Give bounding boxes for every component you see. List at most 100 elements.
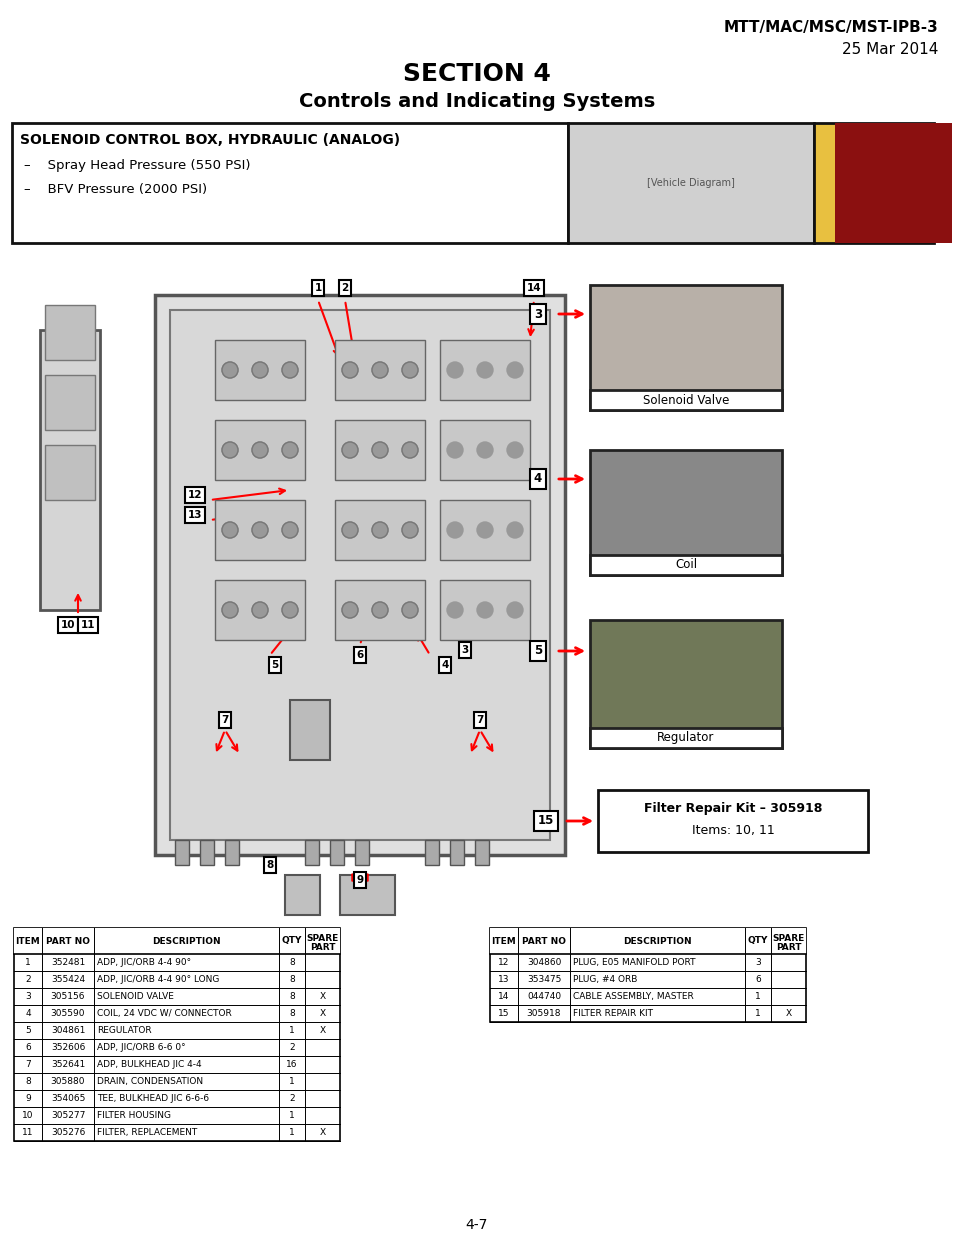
Bar xyxy=(567,124,813,243)
Text: 4: 4 xyxy=(25,1009,30,1018)
Text: Regulator: Regulator xyxy=(657,731,714,745)
Circle shape xyxy=(476,362,493,378)
Circle shape xyxy=(341,522,357,538)
Text: 11: 11 xyxy=(22,1128,33,1137)
Text: ADP, JIC/ORB 4-4 90° LONG: ADP, JIC/ORB 4-4 90° LONG xyxy=(97,974,219,984)
Text: 8: 8 xyxy=(266,860,274,869)
Text: 8: 8 xyxy=(289,992,294,1002)
Text: PLUG, #4 ORB: PLUG, #4 ORB xyxy=(573,974,637,984)
Bar xyxy=(285,876,319,915)
Circle shape xyxy=(372,442,388,458)
Text: 2: 2 xyxy=(289,1094,294,1103)
Text: 2: 2 xyxy=(289,1044,294,1052)
Text: QTY: QTY xyxy=(747,936,767,946)
Text: 3: 3 xyxy=(461,645,468,655)
Text: 4: 4 xyxy=(534,473,541,485)
Bar xyxy=(214,580,305,640)
Text: 9: 9 xyxy=(356,876,363,885)
Text: 305156: 305156 xyxy=(51,992,85,1002)
Text: 354065: 354065 xyxy=(51,1094,85,1103)
Text: 1: 1 xyxy=(25,958,30,967)
Circle shape xyxy=(282,362,297,378)
Circle shape xyxy=(252,362,268,378)
Text: 2: 2 xyxy=(25,974,30,984)
Text: FILTER REPAIR KIT: FILTER REPAIR KIT xyxy=(573,1009,652,1018)
Bar xyxy=(214,500,305,559)
Text: 305276: 305276 xyxy=(51,1128,85,1137)
Text: 4-7: 4-7 xyxy=(465,1218,488,1233)
Bar xyxy=(225,840,239,864)
Text: 3: 3 xyxy=(534,308,541,321)
Text: 16: 16 xyxy=(286,1060,297,1070)
Text: Controls and Indicating Systems: Controls and Indicating Systems xyxy=(298,91,655,111)
Text: TEE, BULKHEAD JIC 6-6-6: TEE, BULKHEAD JIC 6-6-6 xyxy=(97,1094,209,1103)
Bar xyxy=(439,340,530,400)
Text: 3: 3 xyxy=(755,958,760,967)
Circle shape xyxy=(506,601,522,618)
Text: 1: 1 xyxy=(289,1128,294,1137)
Bar xyxy=(490,927,805,1023)
Circle shape xyxy=(506,362,522,378)
Text: QTY: QTY xyxy=(281,936,302,946)
Circle shape xyxy=(282,601,297,618)
Bar xyxy=(931,124,951,243)
Circle shape xyxy=(341,442,357,458)
Bar xyxy=(598,790,867,852)
Bar xyxy=(439,500,530,559)
Bar xyxy=(439,580,530,640)
Bar xyxy=(475,840,489,864)
Text: PLUG, E05 MANIFOLD PORT: PLUG, E05 MANIFOLD PORT xyxy=(573,958,695,967)
Circle shape xyxy=(222,442,237,458)
Text: 9: 9 xyxy=(25,1094,30,1103)
Text: X: X xyxy=(319,992,325,1002)
Bar xyxy=(14,927,339,1141)
Circle shape xyxy=(401,362,417,378)
Bar xyxy=(335,580,424,640)
Circle shape xyxy=(252,442,268,458)
Circle shape xyxy=(476,601,493,618)
Text: Solenoid Valve: Solenoid Valve xyxy=(642,394,728,406)
Text: –    BFV Pressure (2000 PSI): – BFV Pressure (2000 PSI) xyxy=(24,183,207,196)
Text: ADP, JIC/ORB 6-6 0°: ADP, JIC/ORB 6-6 0° xyxy=(97,1044,186,1052)
Text: PART: PART xyxy=(775,944,801,952)
Text: 3: 3 xyxy=(25,992,30,1002)
Text: –    Spray Head Pressure (550 PSI): – Spray Head Pressure (550 PSI) xyxy=(24,159,251,172)
Circle shape xyxy=(341,601,357,618)
Text: 304861: 304861 xyxy=(51,1026,85,1035)
Bar xyxy=(335,500,424,559)
Bar xyxy=(45,375,95,430)
Bar xyxy=(335,420,424,480)
Text: 7: 7 xyxy=(221,715,229,725)
Text: SECTION 4: SECTION 4 xyxy=(402,62,551,86)
Bar xyxy=(335,340,424,400)
Text: 5: 5 xyxy=(271,659,278,671)
Text: 7: 7 xyxy=(25,1060,30,1070)
Text: ADP, JIC/ORB 4-4 90°: ADP, JIC/ORB 4-4 90° xyxy=(97,958,191,967)
Text: 13: 13 xyxy=(497,974,509,984)
Text: 8: 8 xyxy=(25,1077,30,1086)
Text: X: X xyxy=(784,1009,791,1018)
Text: 12: 12 xyxy=(188,490,202,500)
Text: COIL, 24 VDC W/ CONNECTOR: COIL, 24 VDC W/ CONNECTOR xyxy=(97,1009,232,1018)
Text: 4: 4 xyxy=(441,659,448,671)
Text: 11: 11 xyxy=(81,620,95,630)
Text: 10: 10 xyxy=(22,1112,33,1120)
Circle shape xyxy=(401,601,417,618)
Bar xyxy=(214,420,305,480)
Text: 5: 5 xyxy=(25,1026,30,1035)
Bar xyxy=(12,249,572,910)
Circle shape xyxy=(447,522,462,538)
Text: 305880: 305880 xyxy=(51,1077,85,1086)
Text: 044740: 044740 xyxy=(526,992,560,1002)
Text: SOLENOID VALVE: SOLENOID VALVE xyxy=(97,992,173,1002)
Text: 352481: 352481 xyxy=(51,958,85,967)
Circle shape xyxy=(401,442,417,458)
Bar xyxy=(355,840,369,864)
Circle shape xyxy=(222,362,237,378)
Text: 15: 15 xyxy=(497,1009,509,1018)
Circle shape xyxy=(252,522,268,538)
Text: ITEM: ITEM xyxy=(15,936,40,946)
Text: 8: 8 xyxy=(289,1009,294,1018)
Text: 352641: 352641 xyxy=(51,1060,85,1070)
Text: PART: PART xyxy=(310,944,335,952)
